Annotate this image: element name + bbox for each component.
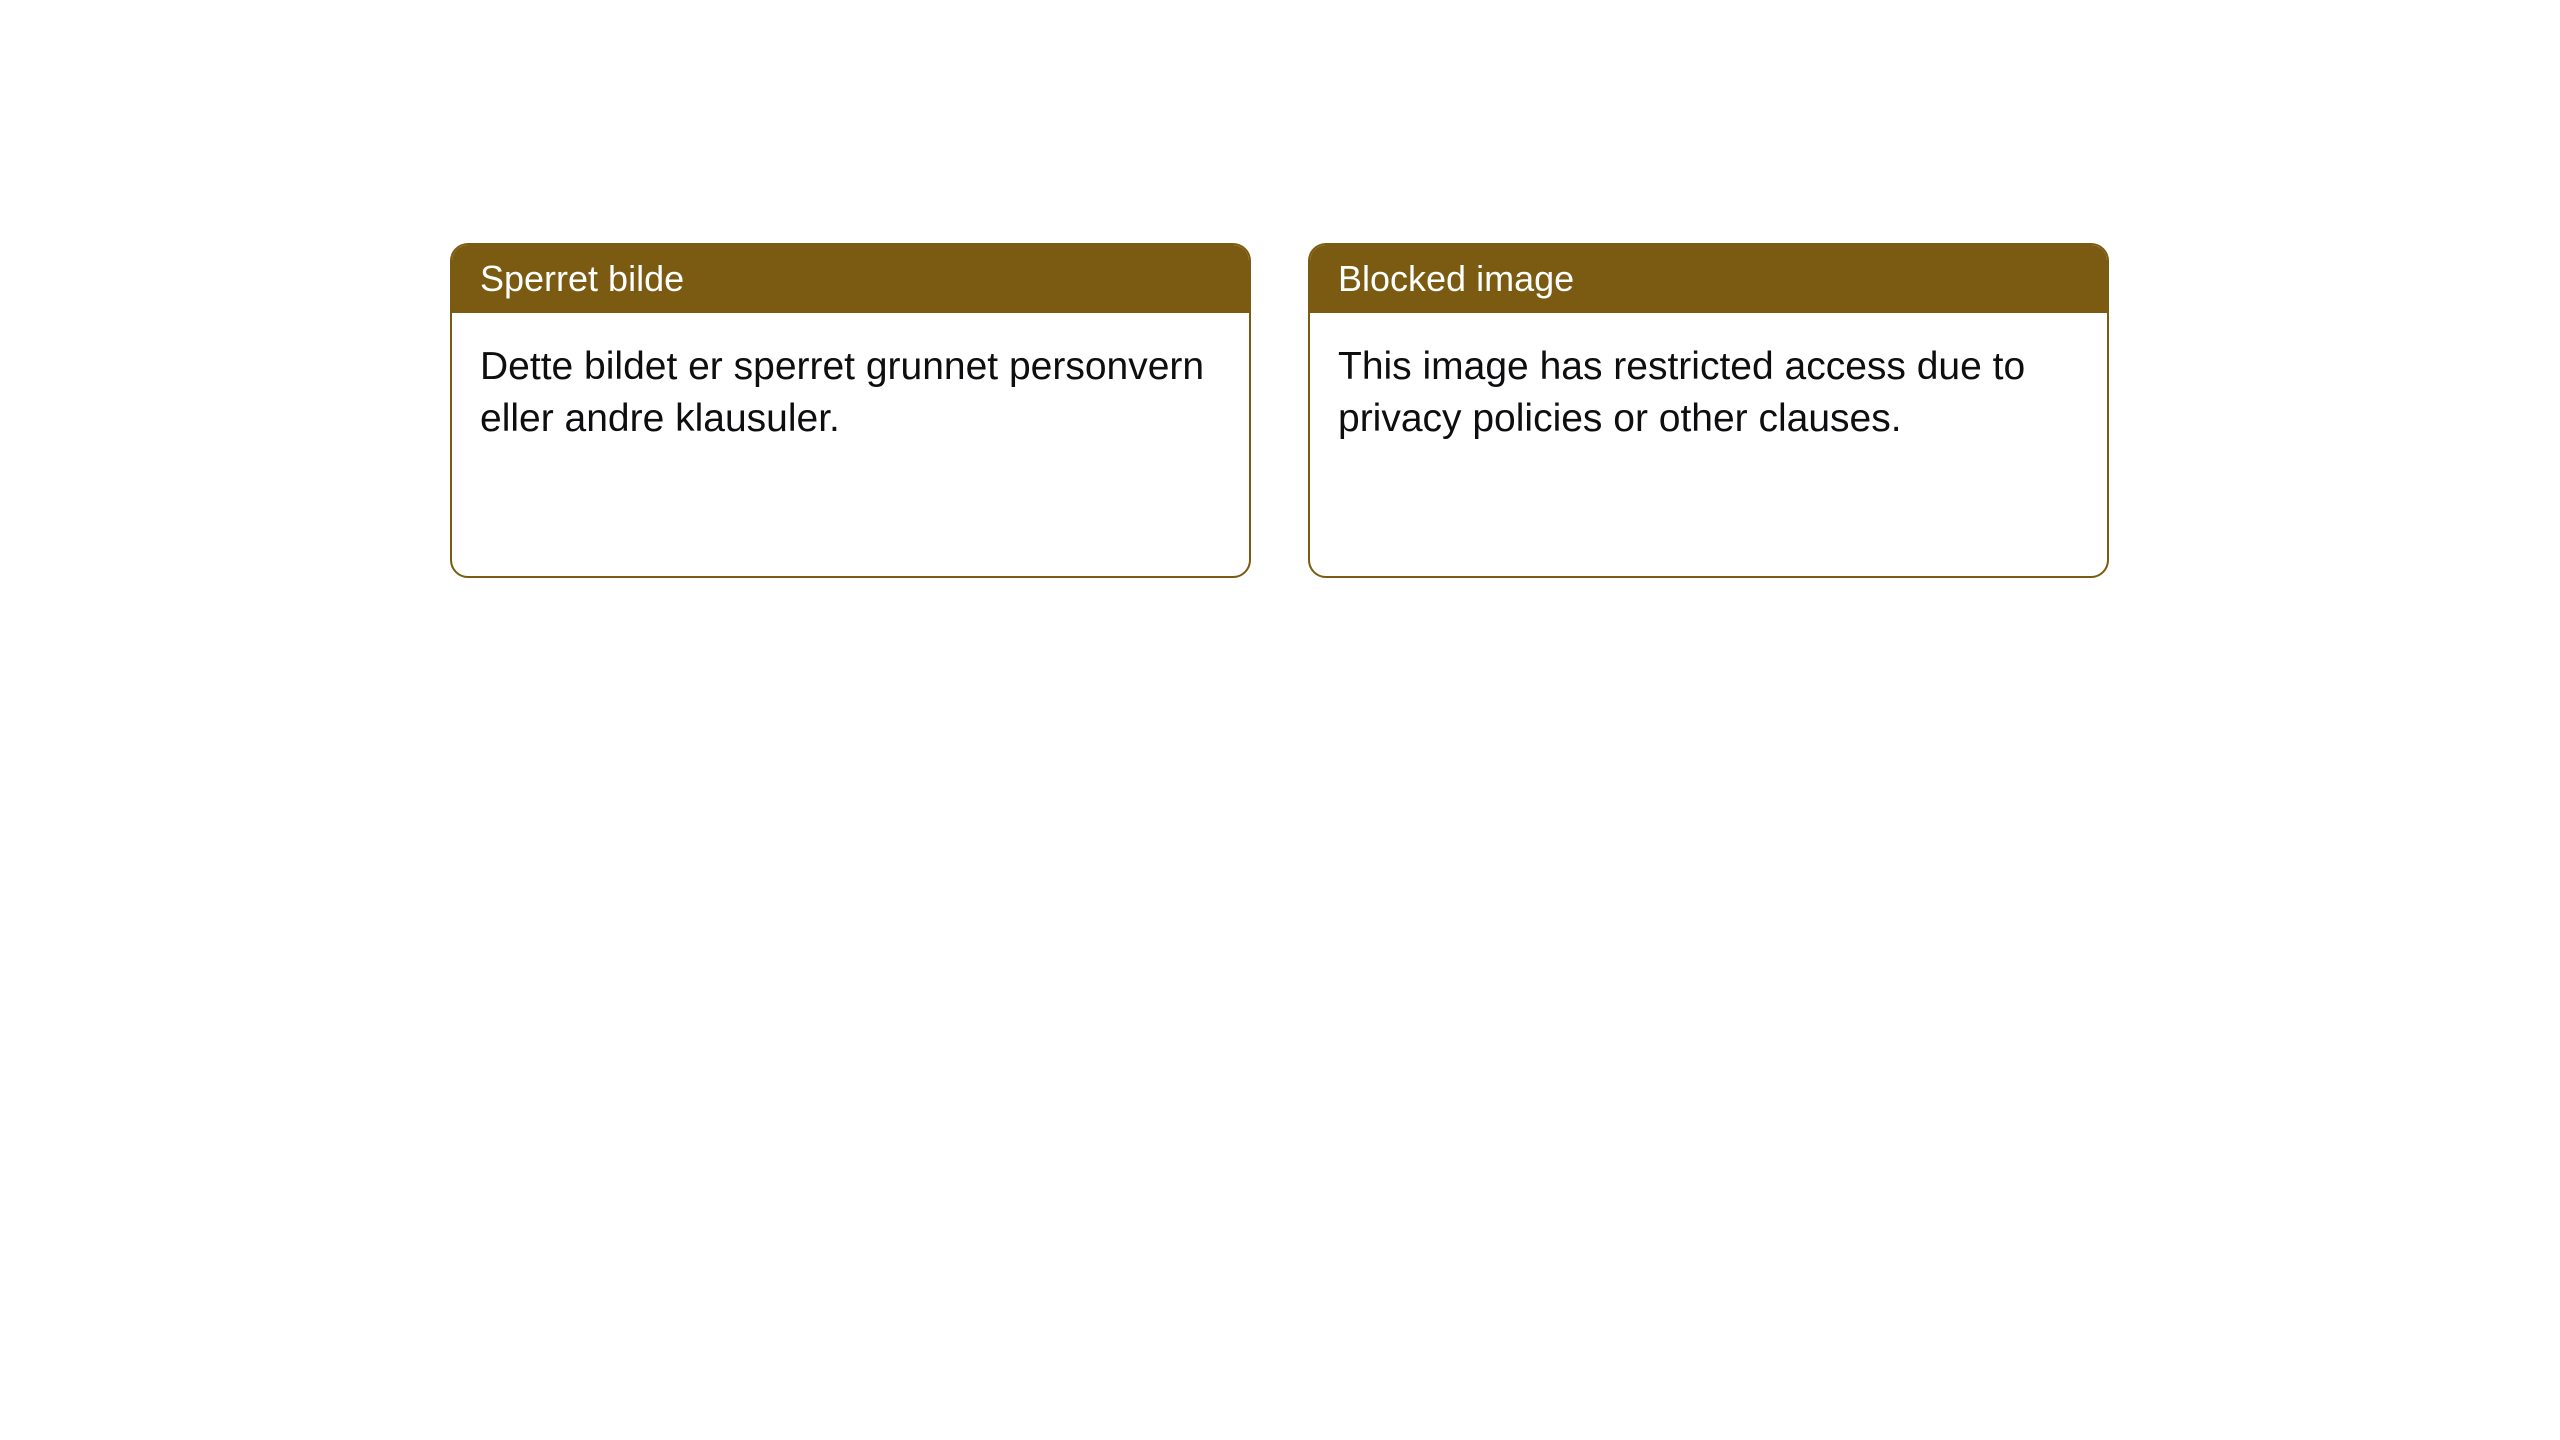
card-body-text: This image has restricted access due to … [1310, 313, 2107, 473]
notice-card-norwegian: Sperret bilde Dette bildet er sperret gr… [450, 243, 1251, 578]
notice-card-english: Blocked image This image has restricted … [1308, 243, 2109, 578]
card-body-text: Dette bildet er sperret grunnet personve… [452, 313, 1249, 473]
card-title: Blocked image [1310, 245, 2107, 313]
notice-cards-container: Sperret bilde Dette bildet er sperret gr… [450, 243, 2109, 578]
card-title: Sperret bilde [452, 245, 1249, 313]
